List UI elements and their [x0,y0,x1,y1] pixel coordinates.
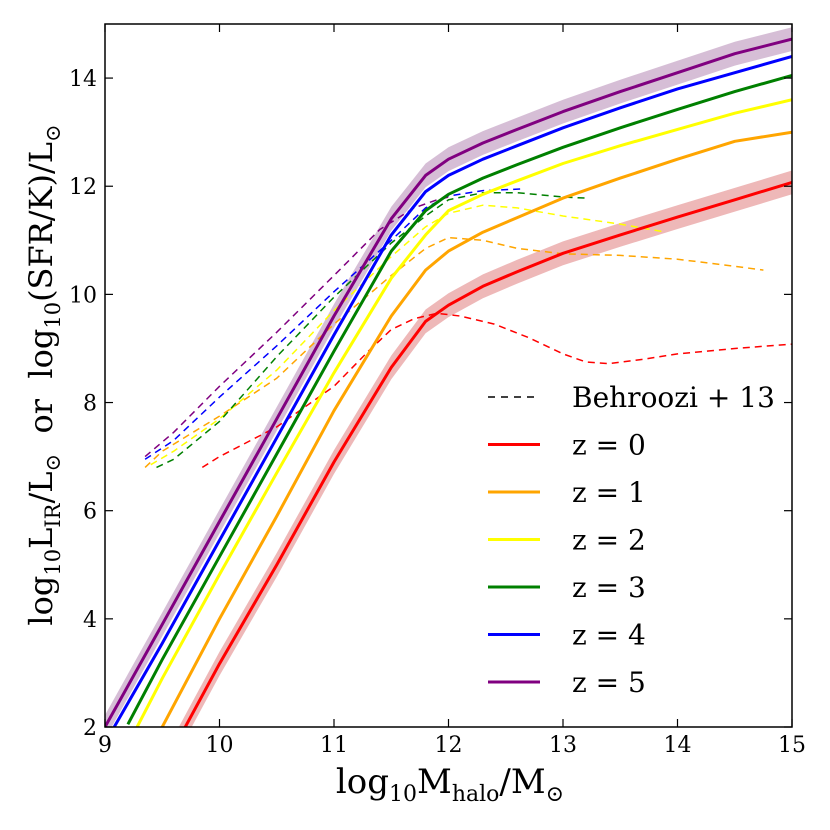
y-tick-label: 4 [83,608,97,633]
x-tick-label: 14 [664,733,692,758]
y-axis-label: log10LIR/L⊙ or log10(SFR/K)/L⊙ [22,124,65,625]
x-tick-label: 9 [98,733,112,758]
x-tick-label: 11 [320,733,348,758]
model-line-z-1 [160,130,792,727]
legend: Behroozi + 13 z = 0 z = 1 z = 2 z = 3 z = 4 z … [488,381,775,699]
x-axis-label: log10Mhalo/M⊙ [336,762,564,807]
y-tick-label: 2 [83,716,97,741]
legend-label-z-2: z = 2 [572,524,646,557]
y-tick-label: 14 [69,67,97,92]
legend-label-behroozi-13: Behroozi + 13 [572,381,775,414]
behroozi-line-z-1 [144,236,764,468]
band-z-5 [105,27,792,727]
behroozi-line-z-0 [201,312,792,469]
legend-label-z-5: z = 5 [572,666,646,699]
y-tick-label: 6 [83,500,97,525]
x-tick-label: 10 [206,733,234,758]
model-line-z-3 [126,73,792,726]
model-line-z-4 [112,54,792,727]
model-line-z-5 [105,37,792,727]
y-tick-label: 8 [83,392,97,417]
model-line-z-0 [183,180,792,727]
y-tick-label: 12 [69,175,97,200]
x-tick-label: 15 [778,733,806,758]
legend-label-z-1: z = 1 [572,476,646,509]
behroozi-line-z-2 [150,204,667,466]
y-tick-label: 10 [69,283,97,308]
x-tick-label: 12 [435,733,463,758]
band-z-0 [179,170,792,727]
legend-label-z-3: z = 3 [572,571,646,604]
legend-label-z-0: z = 0 [572,429,646,462]
model-line-z-2 [135,98,792,727]
x-tick-label: 13 [549,733,577,758]
legend-label-z-4: z = 4 [572,619,646,652]
